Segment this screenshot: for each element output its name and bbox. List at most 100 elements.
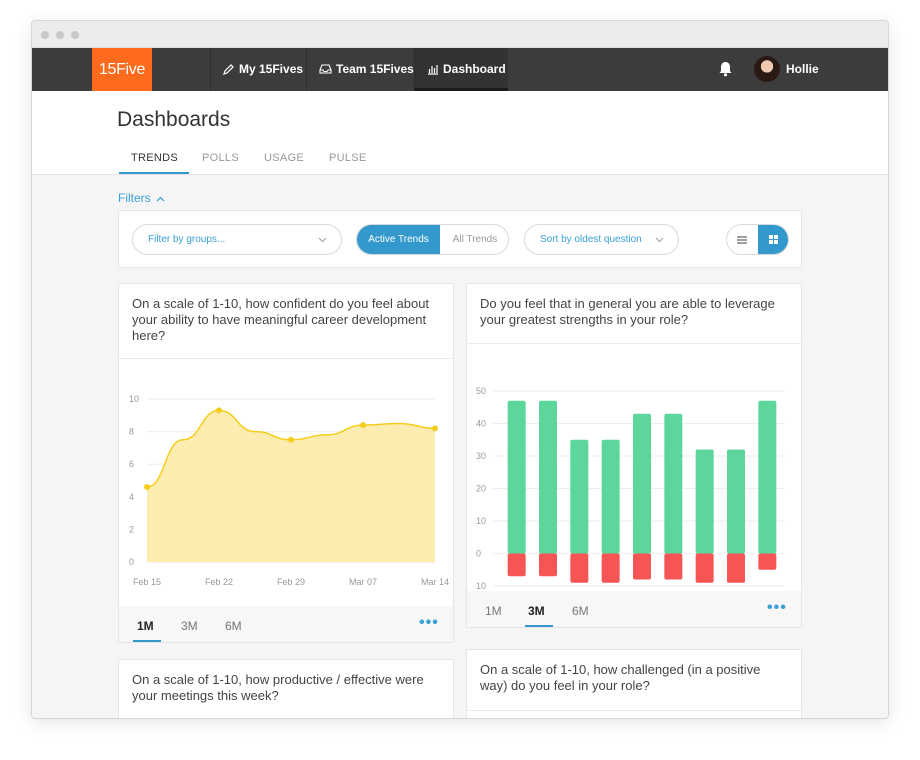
- list-view-button[interactable]: [727, 225, 758, 254]
- range-3m-button[interactable]: 3M: [528, 604, 545, 618]
- y-tick-label: 2: [129, 524, 134, 534]
- range-1m-button[interactable]: 1M: [485, 604, 502, 618]
- card-divider: [119, 358, 453, 359]
- card-footer: 1M 3M 6M •••: [119, 606, 453, 642]
- all-trends-button[interactable]: All Trends: [452, 234, 498, 245]
- tab-pulse[interactable]: PULSE: [329, 152, 367, 164]
- tab-polls[interactable]: POLLS: [202, 152, 239, 164]
- tab-trends[interactable]: TRENDS: [131, 152, 179, 164]
- data-point: [144, 484, 150, 491]
- positive-bar: [727, 449, 745, 554]
- positive-bar: [758, 400, 777, 554]
- list-icon: [737, 236, 747, 244]
- more-options-button[interactable]: •••: [419, 614, 439, 631]
- range-3m-button[interactable]: 3M: [181, 619, 198, 633]
- bar-chart: 5040302010010JanFebMar: [476, 386, 785, 591]
- card-footer: 1M 3M 6M •••: [467, 591, 801, 627]
- nav-label: Team 15Fives: [336, 62, 414, 76]
- active-tab-indicator: [119, 172, 189, 174]
- area-fill: [147, 410, 435, 562]
- chevron-up-icon: [156, 196, 165, 202]
- positive-bar: [601, 439, 620, 554]
- positive-bar: [695, 449, 714, 554]
- series-line: [146, 409, 436, 488]
- trend-filter-toggle: Active Trends All Trends: [356, 224, 509, 255]
- y-tick-label: 0: [476, 549, 481, 559]
- area-chart: 0 2 4 6 8 10 Feb 15 Feb 22 Feb 29 Mar 07 Mar 14: [129, 394, 449, 587]
- window-titlebar: [32, 21, 888, 48]
- filter-toolbar: Filter by groups... Active Trends All Tr…: [118, 210, 802, 268]
- card-question: Do you feel that in general you are able…: [480, 296, 775, 327]
- app-logo[interactable]: 15Five: [92, 48, 152, 91]
- negative-bar: [570, 553, 589, 583]
- positive-bar: [664, 413, 683, 554]
- window-maximize-dot[interactable]: [71, 31, 79, 39]
- data-point: [432, 425, 438, 432]
- window-minimize-dot[interactable]: [56, 31, 64, 39]
- sort-label: Sort by oldest question: [540, 234, 642, 245]
- y-tick-label: 40: [476, 419, 486, 429]
- filters-toggle[interactable]: Filters: [118, 191, 165, 205]
- more-options-button[interactable]: •••: [767, 599, 787, 616]
- data-point: [360, 422, 366, 429]
- active-trends-button[interactable]: Active Trends: [357, 225, 440, 254]
- x-tick-label: Feb 22: [205, 577, 233, 587]
- positive-bar: [633, 413, 651, 554]
- card-question: On a scale of 1-10, how challenged (in a…: [480, 662, 761, 693]
- sort-select[interactable]: Sort by oldest question: [524, 224, 679, 255]
- negative-bar: [601, 553, 620, 583]
- chevron-down-icon: [655, 237, 664, 243]
- top-navigation: 15Five My 15Fives Team 15Fives Dashboard…: [32, 48, 888, 91]
- active-range-indicator: [525, 625, 553, 627]
- positive-bar: [539, 400, 557, 554]
- x-tick-label: Mar 14: [421, 577, 449, 587]
- range-1m-button[interactable]: 1M: [137, 619, 154, 633]
- y-tick-label: 10: [476, 581, 486, 591]
- negative-bar: [539, 553, 557, 577]
- y-tick-label: 50: [476, 386, 486, 396]
- filters-label: Filters: [118, 191, 151, 205]
- negative-bar: [695, 553, 714, 583]
- bar-chart-icon: [428, 65, 438, 75]
- user-name[interactable]: Hollie: [786, 62, 819, 76]
- nav-label: Dashboard: [443, 62, 506, 76]
- y-tick-label: 6: [129, 459, 134, 469]
- y-tick-label: 20: [476, 484, 486, 494]
- trend-card-meetings: On a scale of 1-10, how productive / eff…: [118, 659, 454, 718]
- data-point: [288, 436, 294, 443]
- nav-team-15fives[interactable]: Team 15Fives: [306, 48, 414, 91]
- range-6m-button[interactable]: 6M: [225, 619, 242, 633]
- filter-groups-select[interactable]: Filter by groups...: [132, 224, 342, 255]
- chevron-down-icon: [318, 237, 327, 243]
- negative-bar: [664, 553, 683, 580]
- page-title: Dashboards: [117, 108, 231, 131]
- y-tick-label: 8: [129, 427, 134, 437]
- window-close-dot[interactable]: [41, 31, 49, 39]
- range-6m-button[interactable]: 6M: [572, 604, 589, 618]
- view-toggle: [726, 224, 789, 255]
- nav-dashboard[interactable]: Dashboard: [414, 48, 508, 91]
- nav-my-15fives[interactable]: My 15Fives: [210, 48, 306, 91]
- negative-bar: [633, 553, 651, 580]
- positive-bar: [570, 439, 589, 554]
- y-tick-label: 0: [129, 557, 134, 567]
- trend-card-challenged: On a scale of 1-10, how challenged (in a…: [466, 649, 802, 718]
- grid-icon: [769, 235, 778, 244]
- grid-view-button[interactable]: [758, 225, 788, 254]
- bell-icon[interactable]: [718, 61, 733, 77]
- filter-groups-placeholder: Filter by groups...: [148, 234, 226, 245]
- browser-window: 15Five My 15Fives Team 15Fives Dashboard…: [31, 20, 889, 719]
- negative-bar: [727, 553, 745, 583]
- data-point: [216, 407, 222, 414]
- active-range-indicator: [133, 640, 161, 642]
- positive-bar: [507, 400, 526, 554]
- x-tick-label: Mar 07: [349, 577, 377, 587]
- y-tick-label: 10: [476, 516, 486, 526]
- page-header: Dashboards TRENDS POLLS USAGE PULSE: [32, 91, 888, 175]
- card-divider: [467, 710, 801, 711]
- y-tick-label: 10: [129, 394, 139, 404]
- trend-card-leverage-strengths: Do you feel that in general you are able…: [466, 283, 802, 628]
- avatar[interactable]: [754, 56, 780, 82]
- negative-bar: [758, 553, 777, 570]
- tab-usage[interactable]: USAGE: [264, 152, 305, 164]
